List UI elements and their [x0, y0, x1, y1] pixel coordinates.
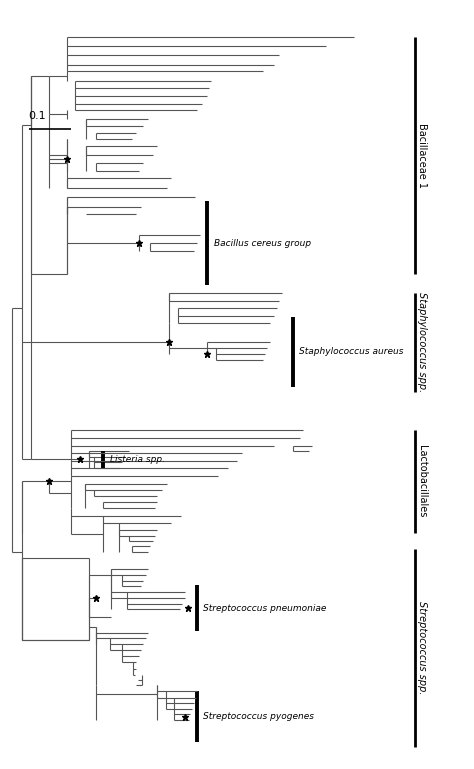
Text: Bacillaceae 1: Bacillaceae 1 [417, 123, 427, 188]
Text: 0.1: 0.1 [28, 111, 46, 121]
Text: Lactobacillales: Lactobacillales [417, 445, 427, 518]
Text: Staphylococcus spp.: Staphylococcus spp. [417, 292, 427, 393]
Text: Streptococcus pneumoniae: Streptococcus pneumoniae [203, 604, 327, 613]
Text: Staphylococcus aureus: Staphylococcus aureus [299, 347, 403, 356]
Text: Streptococcus spp.: Streptococcus spp. [417, 601, 427, 694]
Text: Listeria spp.: Listeria spp. [109, 454, 164, 464]
Text: Bacillus cereus group: Bacillus cereus group [214, 238, 310, 248]
Text: Streptococcus pyogenes: Streptococcus pyogenes [203, 712, 314, 721]
